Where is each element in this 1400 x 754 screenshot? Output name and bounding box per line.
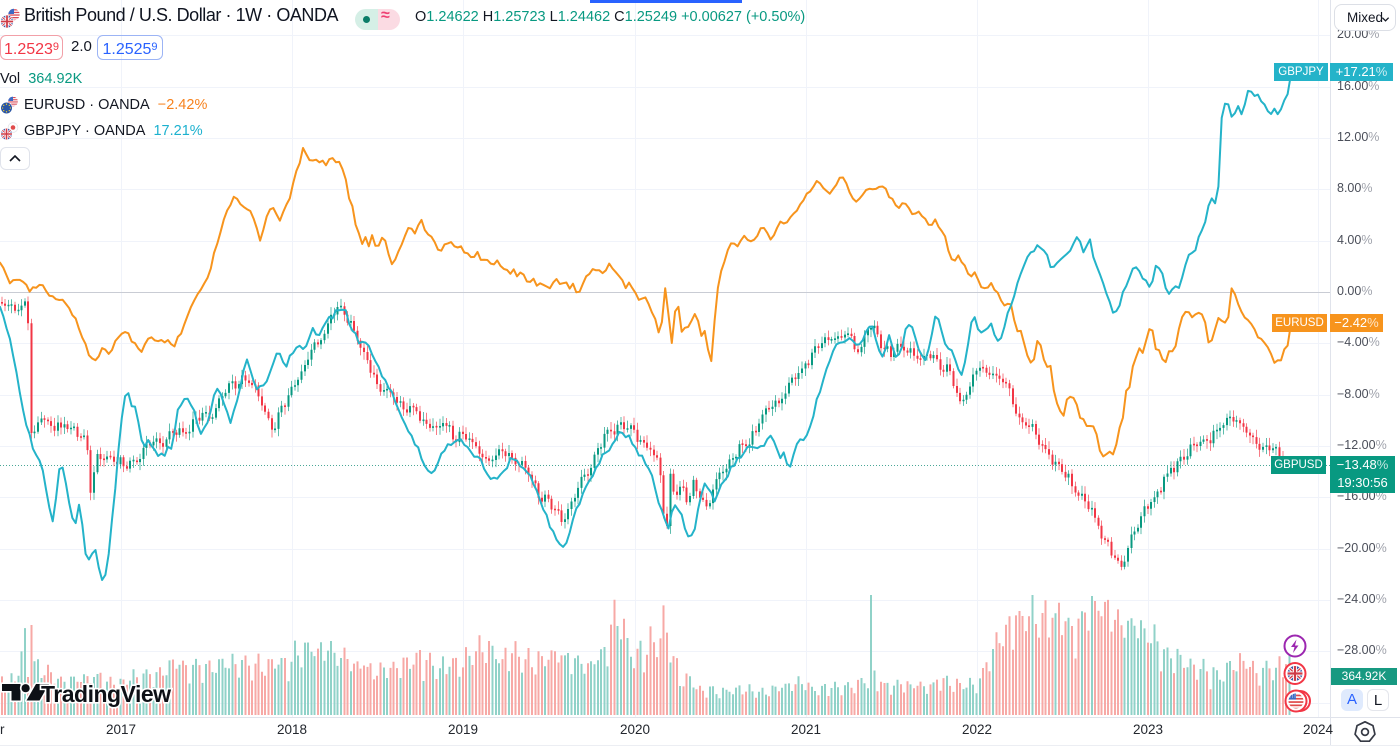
svg-text:TradingView: TradingView [41,682,171,707]
